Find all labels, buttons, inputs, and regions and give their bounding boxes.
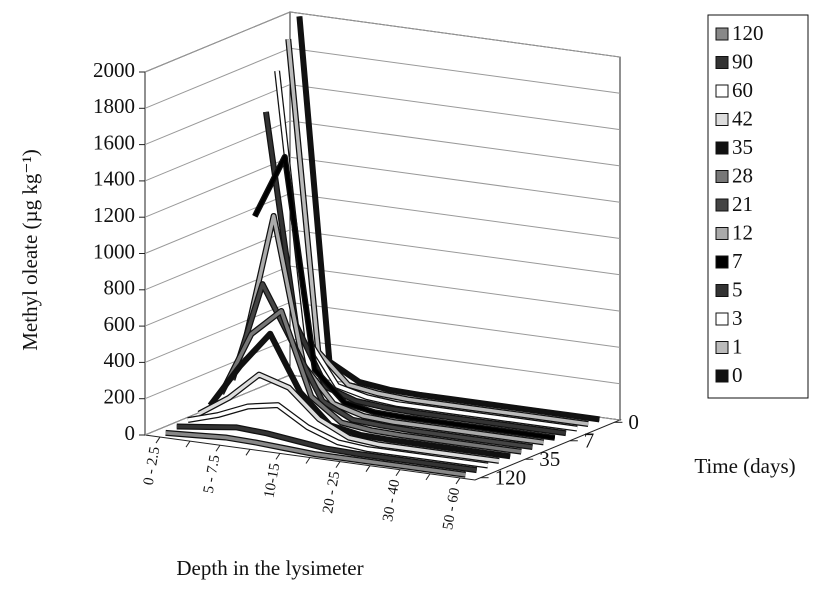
grid-line (144, 301, 291, 363)
x-tick (395, 469, 401, 477)
series-ribbon (275, 70, 578, 431)
legend-swatch (715, 56, 729, 69)
y-tick-label: 1400 (93, 167, 135, 191)
legend-label: 28 (732, 163, 753, 187)
legend-swatch (715, 84, 729, 98)
legend-swatch (715, 227, 729, 240)
y-tick-label: 800 (104, 276, 136, 300)
series-ribbon (297, 16, 600, 422)
y-tick-label: 1800 (93, 94, 135, 118)
legend-swatch (715, 284, 729, 297)
legend-swatch (715, 369, 729, 383)
legend-label: 120 (732, 21, 764, 45)
z-tick-label: 7 (584, 429, 595, 453)
grid-line (144, 193, 291, 254)
legend-label: 3 (732, 306, 743, 330)
grid-line (289, 47, 621, 94)
x-tick (185, 440, 191, 448)
y-tick-label: 2000 (93, 58, 135, 82)
x-tick (275, 453, 281, 460)
grid-line (144, 338, 291, 400)
y-tick-label: 400 (104, 348, 136, 372)
legend-label: 5 (732, 277, 743, 301)
x-tick (335, 461, 341, 468)
legend-swatch (715, 141, 729, 155)
z-tick-label: 35 (539, 447, 560, 471)
y-tick-label: 200 (104, 385, 136, 409)
x-tick (365, 465, 371, 472)
legend-swatch (715, 341, 729, 354)
grid-line (144, 265, 291, 327)
grid-line (144, 156, 291, 218)
y-tick-label: 1000 (93, 239, 135, 263)
x-tick (215, 444, 221, 452)
series-ribbon (208, 331, 511, 459)
legend-swatch (715, 113, 729, 126)
legend-swatch (715, 27, 729, 41)
grid-line (289, 338, 621, 385)
legend-label: 1 (732, 334, 743, 358)
grid-line (289, 193, 621, 239)
series-ribbon (219, 309, 522, 454)
grid-line (289, 301, 621, 348)
series-ribbon (198, 372, 500, 463)
x-tick-label: 10-15 (261, 462, 283, 499)
legend-label: 60 (732, 78, 753, 102)
x-tick-label: 30 - 40 (380, 478, 403, 523)
x-tick (155, 436, 161, 444)
x-tick (425, 473, 431, 481)
x-tick-label: 5 - 7.5 (201, 454, 223, 495)
y-tick-label: 1200 (93, 203, 135, 227)
series-ribbon (241, 214, 544, 445)
legend-swatch (715, 255, 729, 269)
series-ribbon (165, 431, 466, 477)
grid-line (144, 47, 291, 109)
z-tick-label: 0 (628, 410, 639, 434)
series-ribbon (286, 38, 589, 426)
legend-label: 42 (732, 106, 753, 130)
x-tick-label: 20 - 25 (320, 470, 343, 515)
legend-label: 35 (732, 135, 753, 159)
grid-line (144, 84, 291, 146)
y-axis-title: Methyl oleate (µg kg⁻¹) (18, 149, 42, 351)
legend-label: 21 (732, 192, 753, 216)
x-tick-label: 50 - 60 (440, 486, 463, 531)
grid-line (289, 156, 621, 203)
legend-label: 12 (732, 220, 753, 244)
z-tick-label: 120 (495, 466, 526, 490)
legend-label: 90 (732, 49, 753, 73)
grid-line (289, 265, 621, 312)
x-tick (305, 457, 311, 464)
grid-line (144, 11, 291, 73)
y-tick-label: 600 (104, 312, 136, 336)
series-ribbon (187, 403, 489, 468)
x-tick (245, 449, 251, 456)
grid-line (289, 120, 621, 167)
series-ribbon (253, 155, 556, 440)
x-axis-title: Depth in the lysimeter (176, 556, 363, 580)
legend-swatch (715, 170, 729, 183)
x-tick (455, 477, 461, 485)
legend-label: 0 (732, 363, 743, 387)
legend-swatch (715, 312, 729, 326)
z-axis-title: Time (days) (694, 454, 795, 478)
grid-line (289, 229, 621, 276)
series-ribbon (176, 424, 477, 472)
grid-line (289, 84, 621, 131)
y-tick-label: 0 (125, 421, 136, 445)
y-tick-label: 1600 (93, 130, 135, 154)
x-tick-label: 0 - 2.5 (141, 446, 163, 487)
grid-line (289, 11, 621, 58)
legend-swatch (715, 198, 729, 212)
legend-label: 7 (732, 249, 743, 273)
